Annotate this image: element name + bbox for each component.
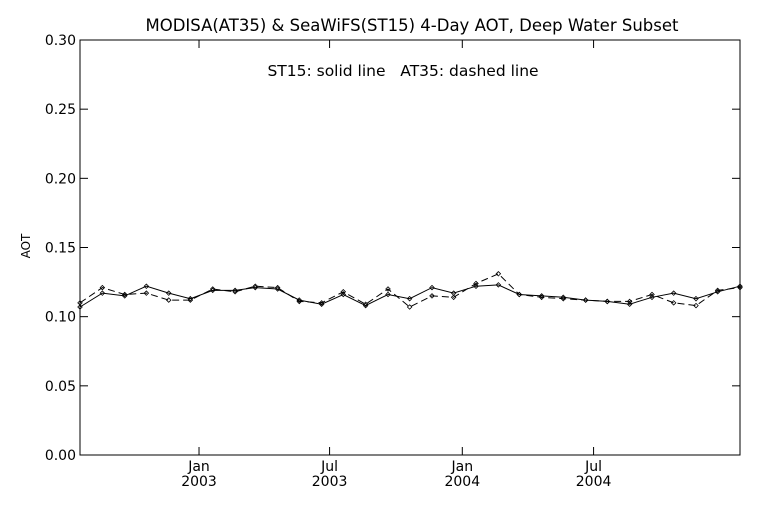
data-point-st15 bbox=[165, 290, 172, 296]
series-line-at35 bbox=[79, 273, 741, 308]
data-point-st15 bbox=[538, 293, 545, 299]
data-point-st15 bbox=[649, 294, 655, 301]
x-tick-label-year: 2003 bbox=[181, 474, 217, 490]
data-point-at35 bbox=[187, 297, 194, 303]
data-point-st15 bbox=[693, 295, 699, 302]
data-point-st15 bbox=[99, 290, 106, 296]
data-point-st15 bbox=[473, 283, 479, 289]
data-point-at35 bbox=[693, 302, 699, 309]
data-point-at35 bbox=[318, 300, 325, 306]
data-point-st15 bbox=[737, 283, 743, 289]
x-tick-label-year: 2004 bbox=[576, 474, 612, 490]
data-point-at35 bbox=[737, 284, 743, 291]
data-point-st15 bbox=[560, 294, 567, 301]
x-tick-label-month: Jan bbox=[450, 459, 473, 475]
y-tick-label: 0.15 bbox=[45, 241, 76, 257]
data-point-st15 bbox=[670, 290, 677, 296]
data-point-st15 bbox=[296, 297, 303, 303]
data-point-st15 bbox=[232, 287, 238, 294]
data-point-at35 bbox=[538, 294, 545, 301]
data-point-at35 bbox=[604, 298, 611, 305]
y-axis-label: AOT bbox=[19, 233, 33, 258]
y-tick-label: 0.25 bbox=[45, 102, 76, 118]
data-point-at35 bbox=[385, 286, 391, 292]
data-point-at35 bbox=[274, 284, 281, 291]
legend-annotation: ST15: solid line AT35: dashed line bbox=[267, 62, 538, 80]
series-group bbox=[77, 271, 743, 310]
series-line-st15 bbox=[79, 284, 741, 308]
data-point-at35 bbox=[473, 280, 479, 287]
data-point-at35 bbox=[560, 295, 567, 302]
data-point-at35 bbox=[77, 300, 83, 306]
y-tick-label: 0.05 bbox=[45, 379, 76, 395]
x-tick-label-month: Jul bbox=[320, 459, 338, 475]
x-tick-label-year: 2003 bbox=[312, 474, 348, 490]
data-point-at35 bbox=[429, 293, 435, 299]
data-point-at35 bbox=[450, 294, 457, 301]
data-point-st15 bbox=[340, 291, 347, 298]
chart-title: MODISA(AT35) & SeaWiFS(ST15) 4-Day AOT, … bbox=[146, 16, 680, 35]
x-tick-label-year: 2004 bbox=[444, 474, 480, 490]
y-tick-label: 0.30 bbox=[45, 33, 76, 49]
data-point-st15 bbox=[385, 291, 391, 298]
data-point-at35 bbox=[99, 284, 106, 291]
x-tick-label-month: Jan bbox=[187, 459, 210, 475]
y-tick-label: 0.10 bbox=[45, 310, 76, 326]
data-point-at35 bbox=[406, 304, 413, 310]
data-point-at35 bbox=[209, 286, 216, 292]
data-point-st15 bbox=[406, 295, 413, 302]
x-tick-label-month: Jul bbox=[584, 459, 602, 475]
y-tick-label: 0.00 bbox=[45, 448, 76, 464]
data-point-at35 bbox=[516, 291, 523, 298]
data-point-at35 bbox=[626, 298, 633, 305]
plot-frame bbox=[79, 39, 741, 456]
data-point-at35 bbox=[165, 297, 172, 303]
data-point-at35 bbox=[252, 283, 259, 289]
data-point-at35 bbox=[670, 300, 677, 306]
data-point-at35 bbox=[143, 290, 150, 296]
data-point-at35 bbox=[296, 298, 303, 305]
y-axis-ticks: 0.00 0.05 0.10 0.15 0.20 0.25 0.30 bbox=[45, 33, 740, 464]
data-point-at35 bbox=[362, 301, 369, 307]
data-point-st15 bbox=[626, 301, 633, 307]
y-tick-label: 0.20 bbox=[45, 171, 76, 187]
data-point-st15 bbox=[143, 283, 150, 289]
data-point-st15 bbox=[77, 304, 83, 310]
data-point-at35 bbox=[714, 287, 721, 294]
data-point-at35 bbox=[232, 289, 238, 295]
data-point-st15 bbox=[429, 284, 435, 291]
data-point-at35 bbox=[121, 291, 128, 298]
data-point-at35 bbox=[495, 271, 502, 277]
data-point-at35 bbox=[340, 289, 347, 295]
data-point-at35 bbox=[649, 291, 655, 298]
data-point-st15 bbox=[187, 295, 194, 302]
data-point-at35 bbox=[582, 297, 589, 303]
data-point-st15 bbox=[495, 282, 502, 288]
